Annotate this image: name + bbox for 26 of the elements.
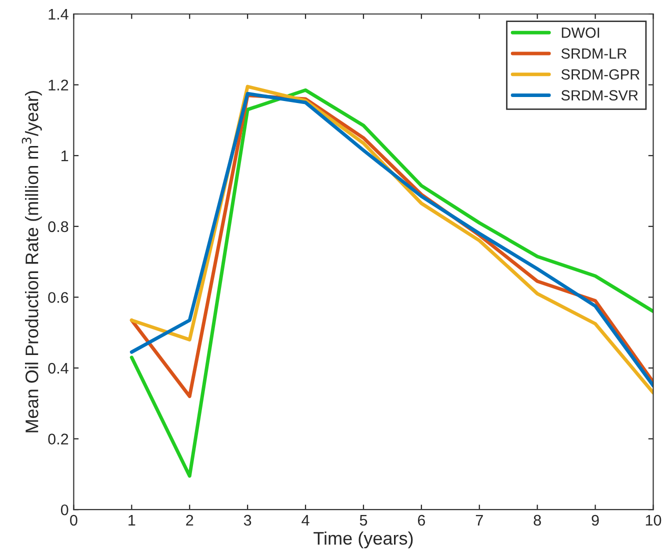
legend-label: DWOI xyxy=(562,28,600,38)
x-tick-label: 0 xyxy=(70,514,78,526)
y-tick-label: 0.2 xyxy=(48,434,68,444)
x-tick-label: 6 xyxy=(418,514,426,526)
y-tick-label: 1.2 xyxy=(48,80,68,90)
y-tick-label: 0.4 xyxy=(48,362,68,374)
x-tick-label: 4 xyxy=(302,515,310,526)
y-tick-label: 0.8 xyxy=(48,221,68,232)
y-axis-title: Mean Oil Production Rate (million m$^{3}$/year) xyxy=(22,91,42,432)
x-tick-label: 10 xyxy=(646,514,662,526)
x-tick-label: 3 xyxy=(244,514,252,526)
x-tick-label: 8 xyxy=(534,514,541,526)
y-tick-label: 1 xyxy=(62,150,68,162)
line-series xyxy=(130,88,654,478)
x-tick-label: 5 xyxy=(360,515,368,526)
legend-label: SRDM-LR xyxy=(561,48,626,59)
x-tick-label: 1 xyxy=(128,515,136,526)
x-tick-label: 2 xyxy=(186,514,194,526)
y-tick-label: 1.4 xyxy=(48,9,68,20)
legend-label: SRDM-SVR xyxy=(561,90,638,100)
y-tick-label: 0 xyxy=(60,504,68,516)
x-axis-title: Time (years) xyxy=(314,531,413,548)
x-tick-label: 7 xyxy=(476,515,483,526)
x-tick-label: 9 xyxy=(592,514,599,526)
legend-label: SRDM-GPR xyxy=(561,69,640,80)
y-tick-label: 0.6 xyxy=(48,292,68,303)
